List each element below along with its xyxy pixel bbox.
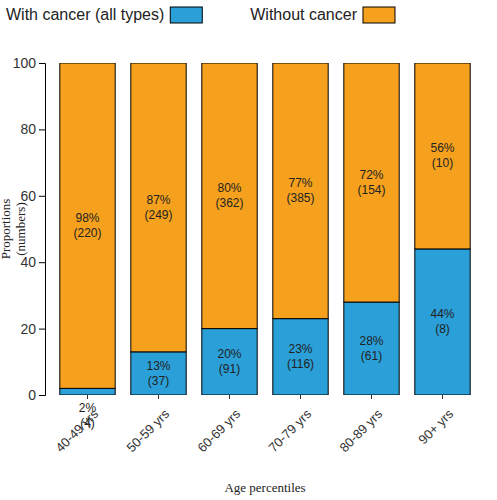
y-tick: 100 (13, 55, 45, 71)
y-tick: 0 (28, 387, 45, 403)
x-tick-mark (87, 395, 88, 399)
y-tick-mark (39, 63, 45, 64)
bar-segment (415, 63, 470, 249)
legend-swatch (170, 7, 202, 23)
x-tick-label: 60-69 yrs (194, 406, 243, 455)
count-label: (220) (73, 226, 101, 240)
count-label: (154) (357, 183, 385, 197)
count-label: (249) (144, 208, 172, 222)
count-label: (8) (435, 322, 450, 336)
value-label: 28% (359, 334, 383, 348)
value-label: 72% (359, 168, 383, 182)
x-axis-title: Age percentiles (224, 480, 305, 495)
y-axis-line (39, 64, 46, 396)
y-tick: 80 (20, 121, 45, 137)
bar-segment (344, 63, 399, 302)
x-tick: 50-59 yrs (123, 395, 172, 455)
value-label: 56% (430, 141, 454, 155)
value-label: 13% (146, 359, 170, 373)
bars (60, 63, 470, 395)
y-tick-mark (39, 196, 45, 197)
count-label: (385) (286, 191, 314, 205)
y-tick-label: 0 (28, 387, 36, 403)
value-label: 23% (288, 342, 312, 356)
value-label: 77% (288, 176, 312, 190)
x-tick-label: 90+ yrs (415, 406, 456, 447)
count-label: (10) (432, 156, 453, 170)
y-tick: 60 (20, 188, 45, 204)
x-tick-label: 70-79 yrs (265, 406, 314, 455)
y-tick-mark (39, 262, 45, 263)
x-tick: 60-69 yrs (194, 395, 243, 455)
x-tick-label: 50-59 yrs (123, 406, 172, 455)
x-tick-mark (300, 395, 301, 399)
y-axis-title: Proportions(numbers) (0, 199, 28, 260)
value-label: 44% (430, 307, 454, 321)
x-tick-mark (229, 395, 230, 399)
y-axis: 020406080100 (13, 55, 46, 403)
count-label: (362) (215, 196, 243, 210)
value-label: 98% (75, 211, 99, 225)
bar-segment (202, 329, 257, 395)
bar-segment (273, 63, 328, 319)
x-tick: 90+ yrs (415, 395, 456, 447)
y-tick-label: 60 (20, 188, 36, 204)
y-tick-label: 100 (13, 55, 37, 71)
bar-segment (131, 352, 186, 395)
x-tick-label: 80-89 yrs (336, 406, 385, 455)
bar-segment (415, 249, 470, 395)
x-tick: 80-89 yrs (336, 395, 385, 455)
x-tick: 40-49 yrs (52, 395, 101, 455)
y-tick: 20 (20, 321, 45, 337)
x-tick: 70-79 yrs (265, 395, 314, 455)
bar-segment (60, 388, 115, 395)
count-label: (116) (287, 357, 314, 371)
chart: 2%(4)13%(37)20%(91)23%(116)28%(61)44%(8)… (0, 0, 497, 500)
x-tick-label: 40-49 yrs (52, 406, 101, 455)
bar-segment (131, 63, 186, 352)
x-axis: 40-49 yrs 50-59 yrs 60-69 yrs 70-79 yrs 80-8… (52, 395, 456, 455)
count-label: (37) (148, 374, 169, 388)
bar-segment (202, 63, 257, 329)
count-label: (61) (361, 349, 382, 363)
legend-swatch (363, 7, 395, 23)
legend: With cancer (all types) Without cancer (6, 6, 395, 23)
value-label: 80% (217, 181, 241, 195)
x-tick-mark (442, 395, 443, 399)
legend-label: Without cancer (250, 6, 357, 23)
count-label: (91) (219, 362, 240, 376)
data-labels: 2%(4)13%(37)20%(91)23%(116)28%(61)44%(8)… (73, 141, 454, 430)
value-label: 20% (217, 347, 241, 361)
bar-segment (273, 319, 328, 395)
y-tick-mark (39, 395, 45, 396)
bar-segment (344, 302, 399, 395)
y-tick-mark (39, 129, 45, 130)
x-tick-mark (371, 395, 372, 399)
legend-label: With cancer (all types) (6, 6, 164, 23)
y-tick-mark (39, 329, 45, 330)
y-tick-label: 20 (20, 321, 36, 337)
bar-segment (60, 63, 115, 388)
value-label: 87% (146, 193, 170, 207)
x-tick-mark (158, 395, 159, 399)
y-tick-label: 80 (20, 121, 36, 137)
